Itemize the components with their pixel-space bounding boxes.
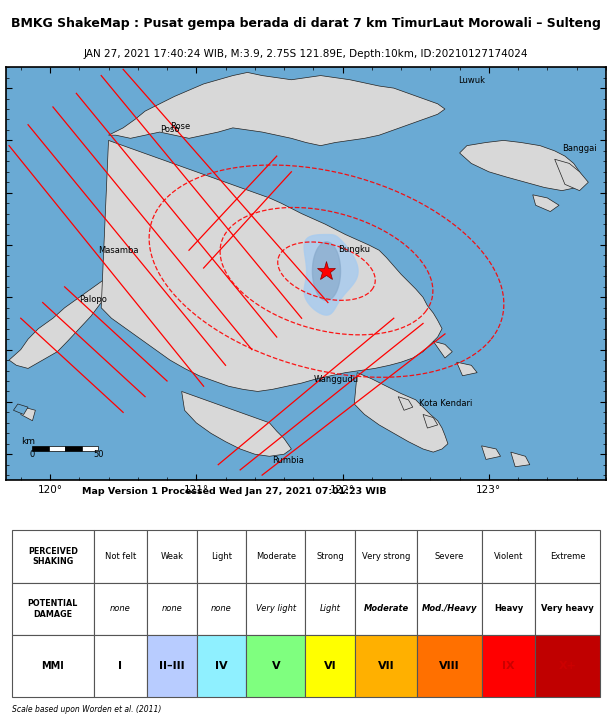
Text: Palopo: Palopo (80, 295, 107, 304)
Polygon shape (423, 414, 438, 428)
Polygon shape (21, 407, 35, 421)
Bar (535, 530, 600, 583)
Polygon shape (554, 159, 588, 191)
Polygon shape (304, 234, 358, 315)
Bar (94, 583, 147, 635)
Bar (417, 635, 482, 697)
Bar (147, 583, 197, 635)
Text: Banggai: Banggai (562, 144, 597, 153)
Bar (417, 583, 482, 635)
Polygon shape (398, 397, 412, 410)
Bar (197, 635, 246, 697)
Polygon shape (482, 446, 501, 460)
Bar (197, 530, 246, 583)
Text: Weak: Weak (160, 552, 184, 561)
Polygon shape (313, 242, 340, 300)
Text: Light: Light (320, 604, 341, 613)
Text: Poso: Poso (160, 125, 179, 135)
Bar (65, 446, 82, 451)
Polygon shape (354, 373, 448, 452)
Bar (94, 530, 147, 583)
Bar (147, 530, 197, 583)
Text: X+: X+ (559, 661, 577, 671)
Text: Moderate: Moderate (256, 552, 296, 561)
Text: none: none (162, 604, 182, 613)
Polygon shape (460, 141, 584, 191)
Text: II–III: II–III (159, 661, 185, 671)
Text: km: km (21, 437, 35, 446)
Text: PERCEIVED
SHAKING: PERCEIVED SHAKING (28, 546, 78, 566)
Bar (246, 583, 305, 635)
Polygon shape (101, 141, 442, 391)
Text: Wanggudu: Wanggudu (313, 376, 359, 384)
Polygon shape (108, 72, 445, 146)
Text: VI: VI (324, 661, 337, 671)
Polygon shape (511, 452, 530, 467)
Text: Luwuk: Luwuk (458, 76, 485, 85)
Text: Not felt: Not felt (105, 552, 136, 561)
Text: IV: IV (215, 661, 228, 671)
Text: Very light: Very light (256, 604, 296, 613)
Bar (12, 635, 94, 697)
Text: VIII: VIII (439, 661, 460, 671)
Bar (12, 530, 94, 583)
Bar (482, 583, 535, 635)
Polygon shape (13, 404, 28, 414)
Bar (82, 446, 99, 451)
Text: Moderate: Moderate (364, 604, 408, 613)
Bar (305, 530, 355, 583)
Text: IX: IX (502, 661, 515, 671)
Bar (49, 446, 65, 451)
Text: V: V (272, 661, 280, 671)
Bar (94, 635, 147, 697)
Text: Very heavy: Very heavy (541, 604, 594, 613)
Bar (535, 583, 600, 635)
Text: I: I (119, 661, 122, 671)
Bar (482, 635, 535, 697)
Text: Violent: Violent (494, 552, 523, 561)
Bar (355, 635, 417, 697)
Text: POTENTIAL
DAMAGE: POTENTIAL DAMAGE (28, 599, 78, 619)
Text: Masamba: Masamba (99, 246, 139, 255)
Text: 50: 50 (93, 450, 103, 460)
Text: JAN 27, 2021 17:40:24 WIB, M:3.9, 2.75S 121.89E, Depth:10km, ID:20210127174024: JAN 27, 2021 17:40:24 WIB, M:3.9, 2.75S … (84, 49, 528, 59)
Text: Extreme: Extreme (550, 552, 585, 561)
Polygon shape (182, 391, 291, 456)
Text: Map Version 1 Processed Wed Jan 27, 2021 07:01:23 WIB: Map Version 1 Processed Wed Jan 27, 2021… (82, 487, 386, 496)
Text: BMKG ShakeMap : Pusat gempa berada di darat 7 km TimurLaut Morowali – Sulteng: BMKG ShakeMap : Pusat gempa berada di da… (11, 17, 601, 31)
Bar (535, 635, 600, 697)
Text: Kota Kendari: Kota Kendari (419, 399, 472, 409)
Text: Bungku: Bungku (338, 244, 370, 254)
Text: MMI: MMI (42, 661, 64, 671)
Text: Mod./Heavy: Mod./Heavy (422, 604, 477, 613)
Text: Severe: Severe (435, 552, 464, 561)
Text: Very strong: Very strong (362, 552, 410, 561)
Bar (355, 583, 417, 635)
Bar (246, 530, 305, 583)
Text: Light: Light (211, 552, 232, 561)
Bar (482, 530, 535, 583)
Polygon shape (9, 182, 228, 369)
Text: Heavy: Heavy (494, 604, 523, 613)
Text: Rumbia: Rumbia (272, 456, 304, 465)
Bar (12, 583, 94, 635)
Bar (147, 635, 197, 697)
Bar (305, 635, 355, 697)
Polygon shape (457, 362, 477, 376)
Text: VII: VII (378, 661, 394, 671)
Polygon shape (532, 195, 559, 212)
Text: none: none (110, 604, 131, 613)
Bar (305, 583, 355, 635)
Bar (197, 583, 246, 635)
Bar (32, 446, 49, 451)
Text: none: none (211, 604, 232, 613)
Text: Strong: Strong (316, 552, 344, 561)
Polygon shape (433, 341, 452, 358)
Bar (246, 635, 305, 697)
Text: Rose: Rose (170, 123, 190, 131)
Text: 0: 0 (30, 450, 35, 460)
Bar (417, 530, 482, 583)
Text: Scale based upon Worden et al. (2011): Scale based upon Worden et al. (2011) (12, 705, 162, 714)
Bar (355, 530, 417, 583)
